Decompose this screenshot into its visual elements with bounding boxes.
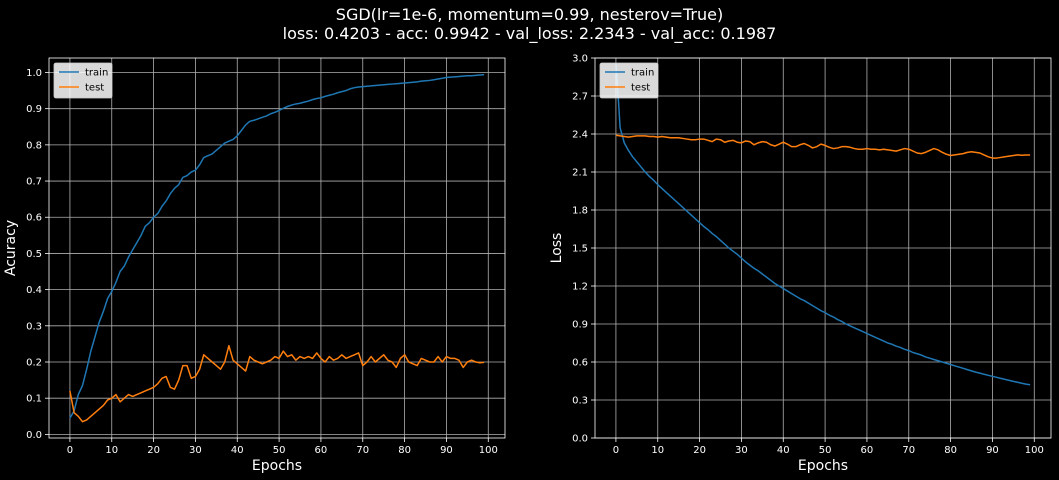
accuracy-xtick-label-7: 70 [356, 445, 369, 456]
loss-xtick-label-9: 90 [986, 445, 999, 456]
accuracy-legend-label-test: test [85, 83, 104, 94]
accuracy-ytick-label-10: 1.0 [26, 68, 42, 79]
loss-legend-label-test: test [631, 83, 650, 94]
loss-ytick-label-4: 1.2 [572, 282, 588, 293]
loss-ylabel: Loss [549, 233, 565, 264]
loss-xtick-label-2: 20 [693, 445, 706, 456]
accuracy-ytick-label-4: 0.4 [26, 285, 42, 296]
accuracy-ytick-label-8: 0.8 [26, 140, 42, 151]
loss-series-test-line [615, 134, 1031, 159]
loss-series-train-line [615, 64, 1031, 386]
loss-ytick-label-3: 0.9 [572, 320, 588, 331]
accuracy-series-test-line [69, 344, 485, 423]
accuracy-ytick-label-7: 0.7 [26, 177, 42, 188]
loss-xtick-label-1: 10 [651, 445, 664, 456]
loss-xtick-label-7: 70 [902, 445, 915, 456]
accuracy-legend: train test [53, 62, 113, 99]
loss-ytick-label-1: 0.3 [572, 396, 588, 407]
loss-xtick-label-3: 30 [735, 445, 748, 456]
loss-legend-label-train: train [631, 68, 654, 79]
loss-ytick-label-0: 0.0 [572, 434, 588, 445]
accuracy-ytick-label-6: 0.6 [26, 213, 42, 224]
loss-xtick-label-8: 80 [944, 445, 957, 456]
accuracy-ytick-label-2: 0.2 [26, 358, 42, 369]
accuracy-axes-frame [48, 57, 506, 439]
loss-legend: train test [599, 62, 659, 99]
loss-xtick-label-0: 0 [613, 445, 619, 456]
loss-ytick-label-10: 3.0 [572, 54, 588, 65]
accuracy-ytick-label-5: 0.5 [26, 249, 42, 260]
loss-xtick-label-10: 100 [1025, 445, 1044, 456]
loss-ytick-label-9: 2.7 [572, 92, 588, 103]
figure-title-line-1: SGD(lr=1e-6, momentum=0.99, nesterov=Tru… [335, 5, 724, 24]
figure-title-line-2: loss: 0.4203 - acc: 0.9942 - val_loss: 2… [282, 24, 777, 43]
accuracy-xtick-label-6: 60 [315, 445, 328, 456]
accuracy-ytick-label-1: 0.1 [26, 394, 42, 405]
accuracy-ylabel: Acuracy [3, 220, 19, 276]
loss-xlabel: Epochs [798, 458, 848, 474]
loss-xtick-label-6: 60 [861, 445, 874, 456]
loss-xtick-label-5: 50 [819, 445, 832, 456]
loss-ytick-label-2: 0.6 [572, 358, 588, 369]
accuracy-xtick-label-3: 30 [189, 445, 202, 456]
accuracy-xtick-label-2: 20 [147, 445, 160, 456]
accuracy-xtick-label-10: 100 [479, 445, 498, 456]
accuracy-chart: 0 10 20 30 40 50 60 70 80 90 100 0.0 0.1 0.2 0.3 0.4 0.5… [3, 57, 506, 474]
accuracy-xtick-label-4: 40 [231, 445, 244, 456]
loss-xtick-label-4: 40 [777, 445, 790, 456]
accuracy-ytick-label-9: 0.9 [26, 104, 42, 115]
loss-ytick-label-5: 1.5 [572, 244, 588, 255]
loss-ytick-label-7: 2.1 [572, 168, 588, 179]
accuracy-xlabel: Epochs [252, 458, 302, 474]
accuracy-series-train-line [69, 73, 485, 419]
accuracy-ytick-label-0: 0.0 [26, 430, 42, 441]
figure-title: SGD(lr=1e-6, momentum=0.99, nesterov=Tru… [0, 5, 1059, 43]
accuracy-xtick-label-8: 80 [398, 445, 411, 456]
accuracy-xtick-label-5: 50 [273, 445, 286, 456]
loss-ytick-label-8: 2.4 [572, 130, 588, 141]
accuracy-xtick-label-1: 10 [105, 445, 118, 456]
accuracy-ytick-label-3: 0.3 [26, 321, 42, 332]
loss-chart: 0 10 20 30 40 50 60 70 80 90 100 0.0 0.3 0.6 0.9 1.2 1.5… [549, 54, 1052, 474]
loss-ytick-label-6: 1.8 [572, 206, 588, 217]
accuracy-legend-label-train: train [85, 68, 108, 79]
accuracy-xtick-label-0: 0 [67, 445, 73, 456]
accuracy-xtick-label-9: 90 [440, 445, 453, 456]
